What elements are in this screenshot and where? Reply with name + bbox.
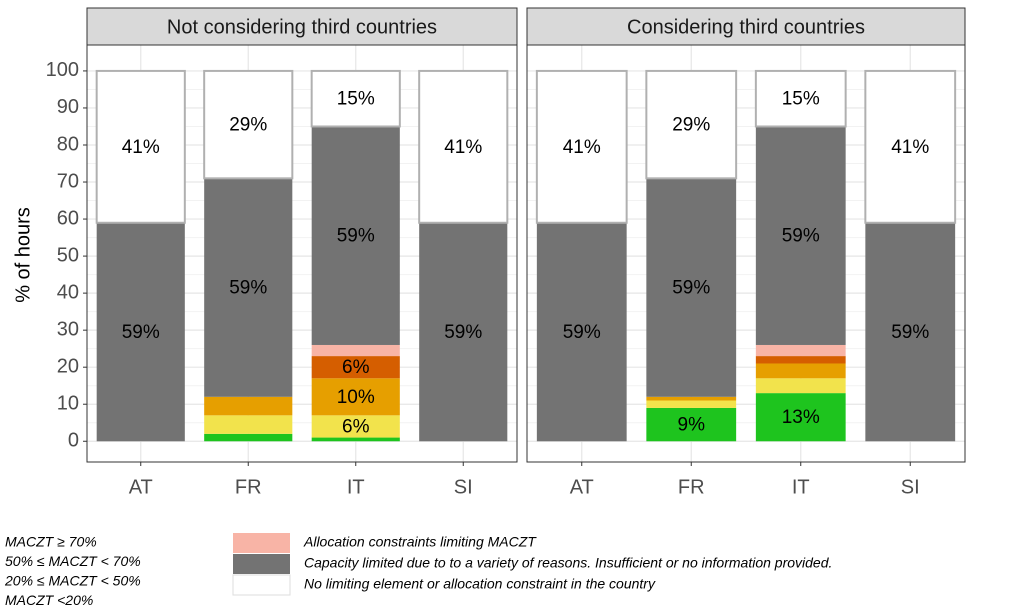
x-tick-label: IT <box>347 476 365 498</box>
bar-segment <box>96 222 185 442</box>
bar-segment <box>646 396 737 401</box>
y-tick-label: 10 <box>57 393 79 415</box>
y-tick-label: 40 <box>57 281 79 303</box>
data-label: 15% <box>782 89 820 110</box>
legend-swatch <box>233 554 290 574</box>
bar-segment <box>310 69 401 128</box>
bar-segment <box>646 400 737 408</box>
y-tick-label: 20 <box>57 355 79 377</box>
y-tick-label: 50 <box>57 244 79 266</box>
bar-segment <box>311 437 400 442</box>
y-axis-label: % of hours <box>12 207 34 303</box>
bar-segment <box>311 344 400 357</box>
x-tick-label: AT <box>129 476 153 498</box>
legend-label: Allocation constraints limiting MACZT <box>303 534 537 550</box>
data-label: 59% <box>672 278 710 299</box>
y-tick-label: 0 <box>68 430 79 452</box>
data-label: 41% <box>891 137 929 158</box>
data-label: 41% <box>122 137 160 158</box>
bar-segment <box>865 222 956 442</box>
data-label: 6% <box>342 357 370 378</box>
panel-title: Considering third countries <box>627 16 865 38</box>
bar-segment <box>535 69 628 224</box>
y-tick-label: 100 <box>46 59 79 81</box>
bar-segment <box>536 222 627 442</box>
bar-segment <box>204 433 293 442</box>
bar-segment <box>311 126 400 345</box>
bar-segment <box>95 69 186 224</box>
bar-segment <box>311 378 400 416</box>
legend-label: No limiting element or allocation constr… <box>304 576 656 592</box>
data-label: 41% <box>444 137 482 158</box>
strip <box>86 7 518 46</box>
bar-segment <box>755 126 846 345</box>
bar-segment <box>204 178 293 397</box>
panel-border <box>86 44 518 463</box>
x-tick-label: AT <box>570 476 594 498</box>
x-tick-label: SI <box>901 476 920 498</box>
panel-title: Not considering third countries <box>167 16 437 38</box>
panel-border <box>526 44 966 463</box>
x-tick-label: SI <box>454 476 473 498</box>
bar-segment <box>755 344 846 357</box>
data-label: 41% <box>563 137 601 158</box>
data-label: 29% <box>229 115 267 136</box>
x-tick-label: IT <box>792 476 810 498</box>
data-label: 13% <box>782 407 820 428</box>
data-label: 59% <box>122 322 160 343</box>
data-label: 29% <box>672 115 710 136</box>
legend-label: MACZT <20% <box>5 592 93 608</box>
y-tick-label: 60 <box>57 207 79 229</box>
bar-segment <box>864 69 957 224</box>
data-label: 59% <box>229 278 267 299</box>
bar-segment <box>311 356 400 379</box>
legend-label: MACZT ≥ 70% <box>5 534 97 550</box>
bar-segment <box>755 356 846 364</box>
data-label: 59% <box>337 226 375 247</box>
y-tick-label: 90 <box>57 96 79 118</box>
legend-label: 20% ≤ MACZT < 50% <box>4 573 141 589</box>
data-label: 59% <box>563 322 601 343</box>
y-tick-label: 30 <box>57 318 79 340</box>
data-label: 9% <box>678 415 706 436</box>
data-label: 6% <box>342 416 370 437</box>
bar-segment <box>755 363 846 379</box>
bar-segment <box>755 378 846 394</box>
data-label: 59% <box>891 322 929 343</box>
y-tick-label: 80 <box>57 133 79 155</box>
x-tick-label: FR <box>678 476 705 498</box>
data-label: 10% <box>337 387 375 408</box>
bar-segment <box>203 69 294 180</box>
bar-segment <box>645 69 738 180</box>
legend-label: Capacity limited due to to a variety of … <box>304 555 832 571</box>
bar-segment <box>646 178 737 397</box>
bar-segment <box>646 407 737 442</box>
bar-segment <box>754 69 847 128</box>
legend-swatch <box>233 533 290 553</box>
legend-swatch <box>232 574 291 596</box>
bar-segment <box>311 415 400 438</box>
x-tick-label: FR <box>235 476 262 498</box>
bar-segment <box>419 222 508 442</box>
bar-segment <box>755 393 846 442</box>
bar-segment <box>418 69 509 224</box>
strip <box>526 7 966 46</box>
data-label: 59% <box>444 322 482 343</box>
legend-label: 50% ≤ MACZT < 70% <box>5 553 141 569</box>
bar-segment <box>204 396 293 416</box>
data-label: 59% <box>782 226 820 247</box>
y-tick-label: 70 <box>57 170 79 192</box>
bar-segment <box>204 415 293 434</box>
data-label: 15% <box>337 89 375 110</box>
